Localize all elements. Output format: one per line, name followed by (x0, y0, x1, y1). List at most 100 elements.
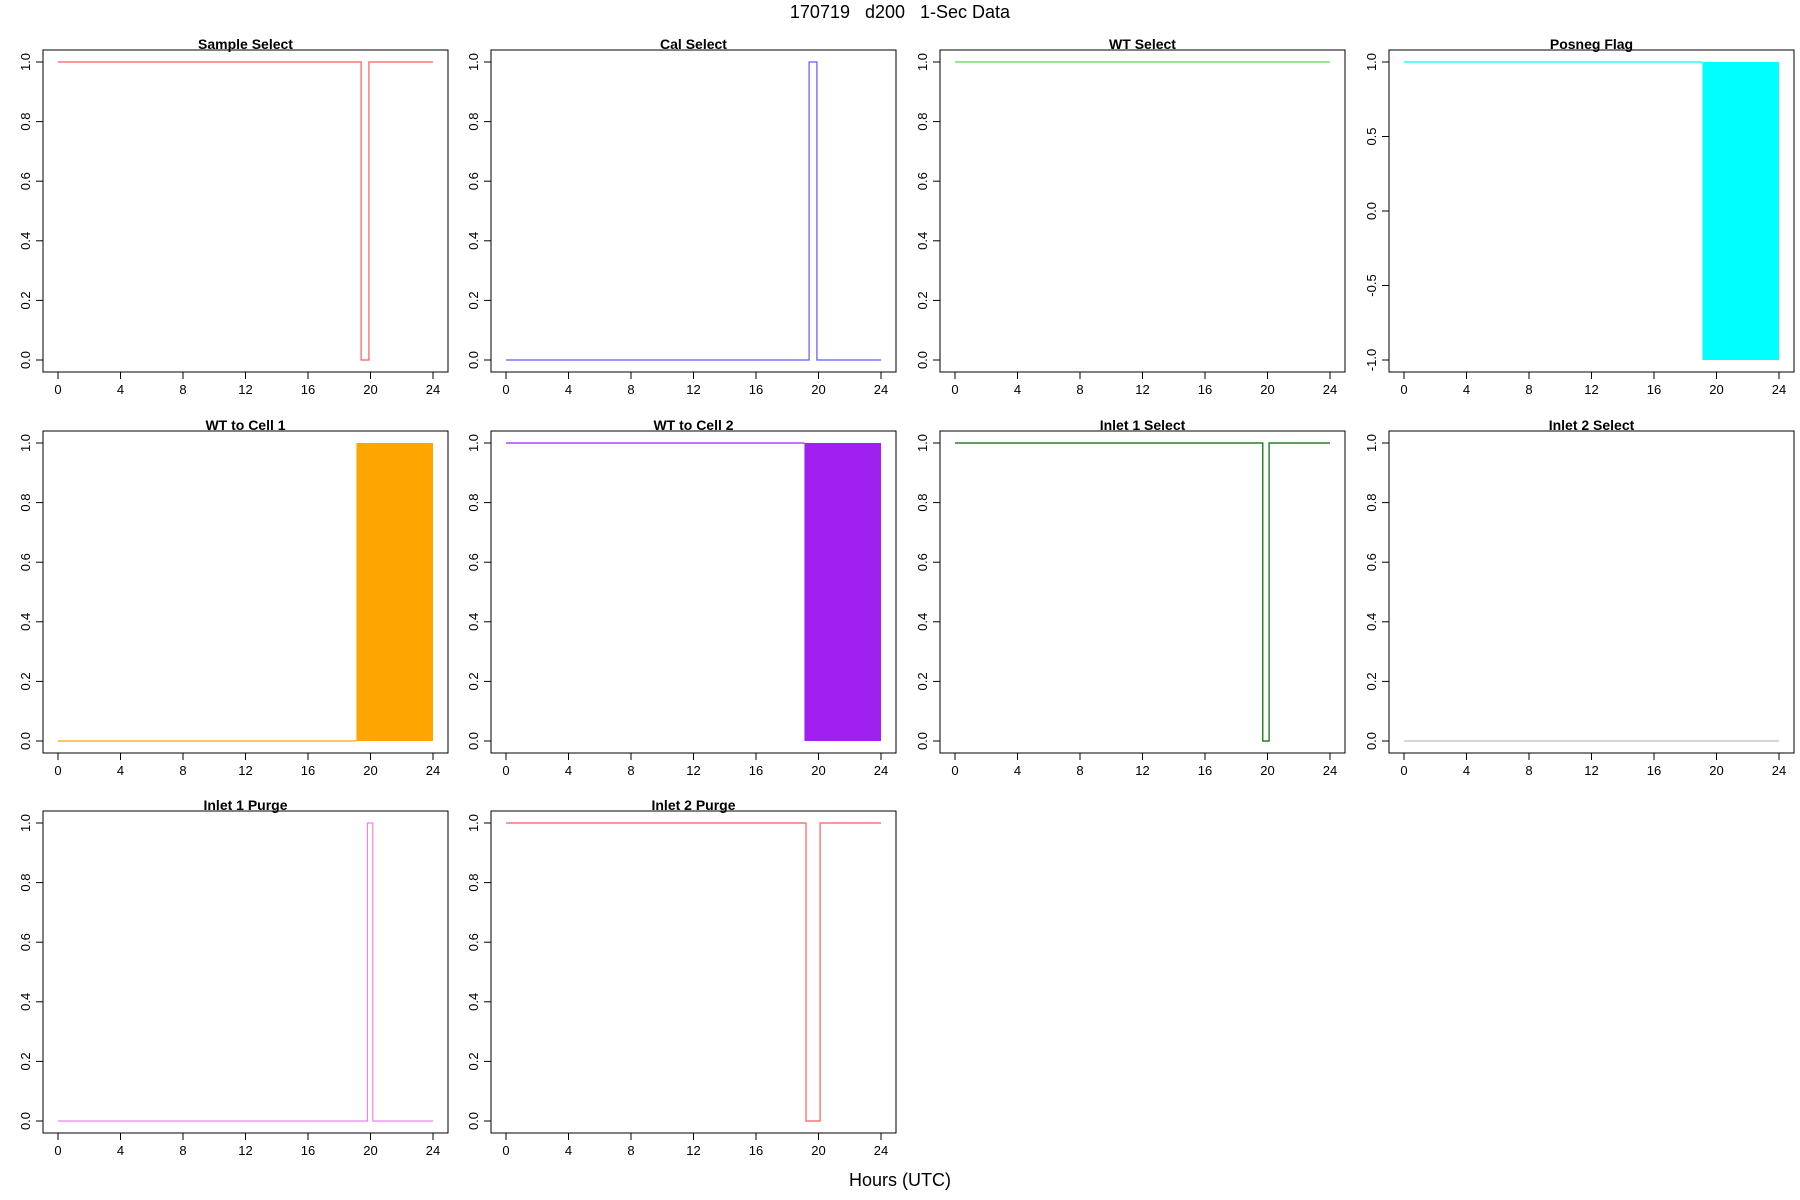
x-tick-label: 12 (1584, 763, 1598, 778)
y-tick-label: 0.2 (466, 672, 481, 690)
y-tick-label: 1.0 (915, 53, 930, 71)
x-tick-label: 12 (1135, 763, 1149, 778)
y-tick-label: 0.6 (18, 553, 33, 571)
x-tick-label: 16 (1198, 382, 1212, 397)
x-tick-label: 0 (54, 382, 61, 397)
x-tick-label: 4 (117, 1143, 124, 1158)
x-tick-label: 4 (117, 382, 124, 397)
x-tick-label: 12 (238, 1143, 252, 1158)
x-tick-label: 20 (1260, 763, 1274, 778)
panel-sample-select: Sample Select 0 4 8 12 16 20 24 0.0 0.2 0.4 0.6 0.8 1… (18, 36, 449, 397)
y-tick-label: 0.0 (466, 1112, 481, 1130)
y-tick-label: 1.0 (466, 53, 481, 71)
x-tick-label: 8 (1076, 382, 1083, 397)
plot-frame (490, 810, 897, 1134)
y-tick-label: 0.4 (466, 613, 481, 631)
plot-frame (939, 430, 1346, 754)
x-tick-label: 8 (179, 763, 186, 778)
x-tick-label: 0 (1400, 382, 1407, 397)
panel-inlet-2-purge: Inlet 2 Purge 0 4 8 12 16 20 24 0.0 0.2 0.4 0.6 0.8 1… (466, 797, 897, 1158)
x-tick-label: 0 (54, 763, 61, 778)
y-tick-label: 0.2 (915, 291, 930, 309)
x-tick-label: 24 (874, 763, 888, 778)
y-tick-label: -0.5 (1364, 274, 1379, 296)
panel-title: WT to Cell 2 (653, 417, 733, 433)
panel-title: Inlet 2 Purge (651, 797, 735, 813)
panel-wt-to-cell-1: WT to Cell 1 0 4 8 12 16 20 24 0.0 0.2 0.4 0.6 0.8 1.… (18, 417, 449, 778)
y-tick-label: 1.0 (1364, 53, 1379, 71)
y-tick-label: 0.8 (18, 113, 33, 131)
y-tick-label: 0.8 (915, 494, 930, 512)
x-tick-label: 16 (1647, 763, 1661, 778)
series-line (955, 442, 1330, 742)
panel-inlet-2-select: Inlet 2 Select 0 4 8 12 16 20 24 0.0 0.2 0.4 0.6 0.8… (1364, 417, 1795, 778)
y-tick-label: 0.2 (915, 672, 930, 690)
x-tick-label: 20 (363, 763, 377, 778)
x-tick-label: 24 (426, 382, 440, 397)
x-tick-label: 16 (301, 1143, 315, 1158)
plot-frame (1388, 430, 1795, 754)
y-tick-label: 0.2 (18, 672, 33, 690)
y-tick-label: 0.0 (18, 732, 33, 750)
x-tick-label: 0 (951, 763, 958, 778)
x-tick-label: 8 (627, 382, 634, 397)
x-tick-label: 0 (502, 1143, 509, 1158)
x-tick-label: 16 (1198, 763, 1212, 778)
y-tick-label: 0.6 (18, 172, 33, 190)
x-tick-label: 16 (749, 763, 763, 778)
panel-wt-select: WT Select 0 4 8 12 16 20 24 0.0 0.2 0.4 0.6 0.8 1.0 (915, 36, 1346, 397)
panel-cal-select: Cal Select 0 4 8 12 16 20 24 0.0 0.2 0.4 0.6 0.8 1.0 (466, 36, 897, 397)
y-tick-label: 1.0 (466, 434, 481, 452)
y-tick-label: 1.0 (18, 814, 33, 832)
y-tick-label: 0.2 (466, 291, 481, 309)
x-tick-label: 20 (363, 1143, 377, 1158)
y-tick-label: 0.4 (466, 232, 481, 250)
y-tick-label: 0.0 (1364, 202, 1379, 220)
y-tick-label: 0.8 (1364, 494, 1379, 512)
y-tick-label: 0.0 (466, 732, 481, 750)
x-tick-label: 0 (1400, 763, 1407, 778)
panel-title: WT to Cell 1 (205, 417, 285, 433)
x-tick-label: 0 (951, 382, 958, 397)
x-tick-label: 8 (627, 1143, 634, 1158)
y-tick-label: 0.2 (18, 291, 33, 309)
panel-title: Cal Select (660, 36, 727, 52)
x-tick-label: 24 (426, 763, 440, 778)
y-tick-label: 0.4 (915, 613, 930, 631)
y-tick-label: 0.8 (466, 113, 481, 131)
y-tick-label: -1.0 (1364, 349, 1379, 371)
x-tick-label: 24 (1323, 763, 1337, 778)
x-tick-label: 16 (301, 382, 315, 397)
plot-frame (42, 49, 449, 373)
x-tick-label: 16 (1647, 382, 1661, 397)
x-tick-label: 20 (811, 763, 825, 778)
y-tick-label: 0.8 (915, 113, 930, 131)
y-tick-label: 0.4 (18, 232, 33, 250)
panel-title: WT Select (1109, 36, 1176, 52)
y-tick-label: 0.0 (915, 732, 930, 750)
x-tick-label: 4 (1014, 382, 1021, 397)
y-tick-label: 0.0 (915, 351, 930, 369)
y-tick-label: 1.0 (18, 53, 33, 71)
series-line (506, 822, 881, 1122)
x-tick-label: 8 (1076, 763, 1083, 778)
x-tick-label: 24 (426, 1143, 440, 1158)
plot-frame (939, 49, 1346, 373)
x-tick-label: 20 (811, 1143, 825, 1158)
panel-title: Inlet 1 Purge (203, 797, 287, 813)
y-tick-label: 0.0 (466, 351, 481, 369)
x-tick-label: 24 (874, 1143, 888, 1158)
x-tick-label: 24 (1323, 382, 1337, 397)
x-tick-label: 24 (1772, 382, 1786, 397)
x-tick-label: 24 (1772, 763, 1786, 778)
y-tick-label: 0.6 (466, 553, 481, 571)
x-tick-label: 16 (749, 1143, 763, 1158)
y-tick-label: 0.2 (466, 1052, 481, 1070)
y-tick-label: 0.6 (466, 172, 481, 190)
x-tick-label: 8 (1525, 763, 1532, 778)
x-tick-label: 4 (1463, 382, 1470, 397)
y-tick-label: 0.6 (915, 553, 930, 571)
panel-title: Sample Select (198, 36, 293, 52)
y-tick-label: 0.5 (1364, 127, 1379, 145)
